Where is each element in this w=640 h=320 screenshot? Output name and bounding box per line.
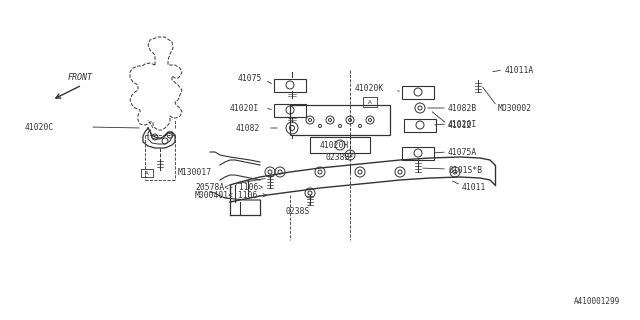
Bar xyxy=(290,105,390,135)
Text: MO30002: MO30002 xyxy=(498,103,532,113)
Text: M130017: M130017 xyxy=(178,167,212,177)
Bar xyxy=(274,103,306,116)
Text: 41075: 41075 xyxy=(238,74,262,83)
Text: 41075A: 41075A xyxy=(448,148,477,156)
Text: 41011: 41011 xyxy=(462,182,486,191)
Bar xyxy=(404,118,436,132)
Text: M000401<'1106->: M000401<'1106-> xyxy=(195,190,268,199)
Text: 41020K: 41020K xyxy=(355,84,384,92)
Text: 41020I: 41020I xyxy=(230,103,259,113)
Text: 41011A: 41011A xyxy=(505,66,534,75)
Text: 41020I: 41020I xyxy=(448,119,477,129)
Text: FRONT: FRONT xyxy=(68,73,93,82)
Text: A: A xyxy=(145,171,149,175)
Bar xyxy=(363,97,377,107)
Text: 0101S*B: 0101S*B xyxy=(448,165,482,174)
Text: 20578A<-'1106>: 20578A<-'1106> xyxy=(195,182,263,191)
Text: 0238S: 0238S xyxy=(285,207,309,217)
Text: A: A xyxy=(368,100,372,105)
Text: A410001299: A410001299 xyxy=(573,298,620,307)
Text: 41020H: 41020H xyxy=(320,140,349,149)
Bar xyxy=(402,85,434,99)
Text: 41082B: 41082B xyxy=(448,103,477,113)
Text: 41082: 41082 xyxy=(236,124,260,132)
Text: 41020C: 41020C xyxy=(25,123,54,132)
Text: 41012: 41012 xyxy=(448,121,472,130)
Bar xyxy=(274,78,306,92)
Bar xyxy=(402,147,434,159)
Bar xyxy=(141,169,153,177)
Text: 0238S: 0238S xyxy=(325,153,349,162)
Bar xyxy=(310,137,370,153)
